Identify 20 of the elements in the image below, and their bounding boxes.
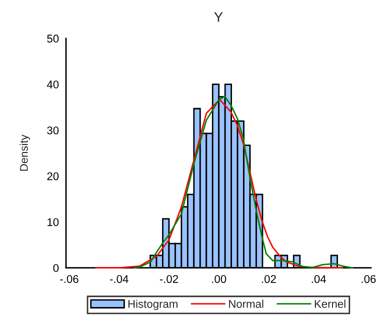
x-tick-label: -.06 (60, 275, 78, 283)
y-tick-label: 30 (47, 126, 59, 134)
line-series (133, 96, 354, 269)
x-tick-label: -.02 (160, 275, 178, 283)
x-tick-label: .04 (312, 275, 326, 283)
legend-label: Normal (229, 300, 264, 308)
legend-label: Kernel (314, 300, 346, 308)
y-tick-label: 50 (47, 34, 59, 43)
x-tick-label: -.04 (110, 275, 128, 283)
x-tick-label: .06 (362, 275, 376, 283)
x-tick-label: .00 (212, 275, 226, 283)
line-series (95, 98, 344, 269)
chart-title: Y (214, 12, 223, 22)
y-tick-label: 10 (48, 218, 59, 226)
y-tick-label: 0 (53, 264, 59, 272)
y-axis-title: Density (20, 134, 30, 171)
legend-label: Histogram (128, 300, 178, 310)
y-tick-label: 40 (46, 80, 59, 88)
y-tick-label: 20 (47, 172, 59, 180)
x-tick-label: .02 (262, 275, 276, 283)
